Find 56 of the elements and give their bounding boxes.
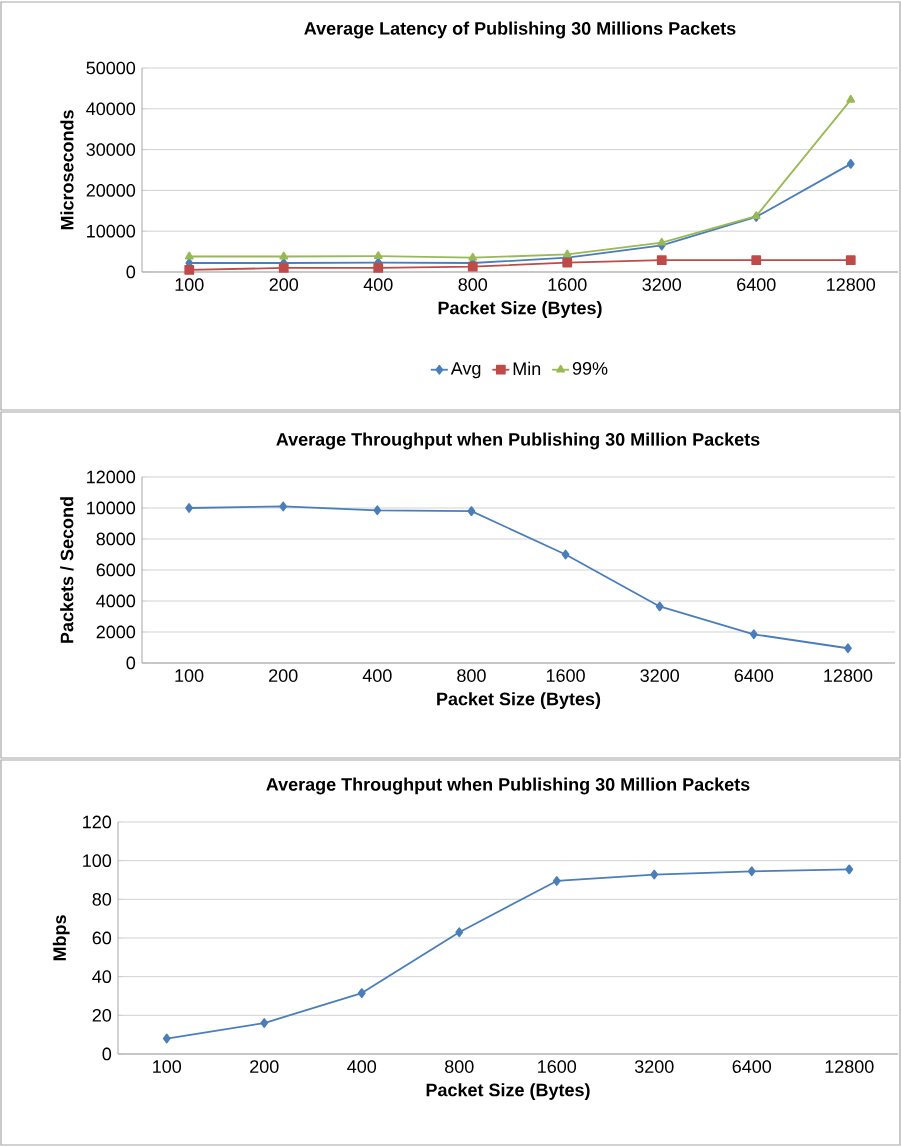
x-tick-label: 800: [458, 278, 488, 291]
y-tick-label: 40000: [86, 102, 136, 116]
x-tick-label: 1600: [546, 669, 585, 682]
chart-title: Average Throughput when Publishing 30 Million Packets: [276, 432, 760, 450]
x-tick-label: 400: [363, 278, 393, 291]
x-tick-label: 100: [175, 278, 204, 291]
y-axis-title: Microseconds: [60, 110, 74, 230]
x-tick-label: 800: [457, 669, 486, 682]
x-tick-label: 800: [445, 1060, 474, 1073]
x-axis-title: Packet Size (Bytes): [437, 692, 601, 709]
x-tick-label: 6400: [737, 278, 776, 291]
y-tick-label: 20: [92, 1008, 112, 1022]
x-tick-label: 100: [175, 669, 204, 682]
x-tick-label: 1600: [538, 1060, 577, 1073]
y-tick-label: 0: [126, 656, 136, 670]
x-tick-label: 100: [153, 1060, 182, 1073]
x-tick-label: 12800: [825, 1060, 874, 1073]
x-tick-label: 12800: [827, 278, 876, 291]
y-tick-label: 40: [92, 970, 112, 984]
x-tick-label: 6400: [734, 669, 774, 682]
y-tick-label: 2000: [96, 625, 136, 639]
y-tick-label: 60: [92, 931, 112, 945]
y-axis-title: Packets / Second: [60, 497, 74, 643]
y-axis-title: Mbps: [52, 915, 70, 961]
chart-title: Average Throughput when Publishing 30 Million Packets: [266, 777, 750, 795]
x-tick-label: 200: [269, 278, 299, 291]
y-tick-label: 10000: [87, 224, 136, 238]
y-tick-label: 50000: [86, 61, 136, 75]
y-tick-label: 12000: [87, 470, 136, 484]
x-axis-title: Packet Size (Bytes): [426, 1083, 590, 1100]
x-tick-label: 200: [250, 1060, 279, 1073]
x-tick-label: 3200: [634, 1060, 674, 1073]
legend-label: Min: [513, 361, 541, 375]
y-tick-label: 10000: [87, 501, 136, 515]
y-tick-label: 20000: [86, 184, 136, 197]
y-tick-label: 4000: [96, 594, 136, 608]
chart-title: Average Latency of Publishing 30 Millions Packets: [304, 21, 736, 39]
y-tick-label: 120: [83, 815, 112, 829]
x-tick-label: 200: [269, 669, 298, 682]
x-tick-label: 12800: [824, 669, 873, 682]
x-tick-label: 400: [347, 1060, 377, 1073]
y-tick-label: 0: [126, 265, 136, 279]
x-tick-label: 3200: [640, 669, 680, 682]
y-tick-label: 6000: [96, 563, 136, 577]
x-tick-label: 1600: [548, 278, 587, 291]
legend-label: Avg: [450, 362, 481, 379]
y-tick-label: 8000: [96, 532, 136, 546]
y-tick-label: 30000: [86, 143, 136, 156]
y-tick-label: 80: [92, 892, 112, 906]
y-tick-label: 0: [102, 1047, 112, 1061]
y-tick-label: 100: [83, 854, 112, 868]
x-tick-label: 3200: [642, 278, 682, 291]
x-axis-title: Packet Size (Bytes): [438, 301, 602, 318]
legend-label: 99%: [572, 362, 608, 375]
x-tick-label: 400: [362, 669, 392, 682]
x-tick-label: 6400: [732, 1060, 772, 1073]
